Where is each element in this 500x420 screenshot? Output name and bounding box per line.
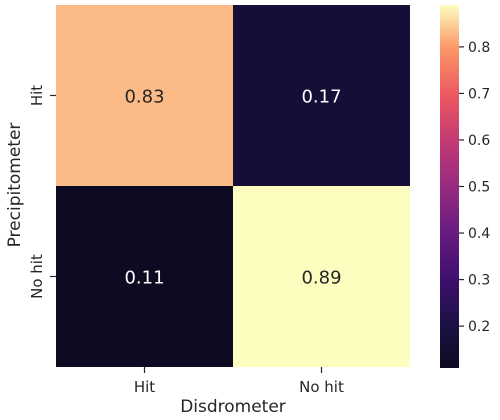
x-tick-label: Hit — [134, 378, 155, 396]
colorbar-tick-label: 0.4 — [468, 226, 490, 242]
heatmap-cell-r1-c1 — [233, 186, 410, 367]
heatmap-cells — [56, 5, 410, 367]
y-axis: Hit No hit — [28, 85, 56, 299]
heatmap-cell-r1-c0 — [56, 186, 233, 367]
colorbar-tick-label: 0.2 — [468, 319, 490, 335]
colorbar-tick-label: 0.5 — [468, 180, 490, 196]
x-axis-label: Disdrometer — [180, 397, 286, 417]
colorbar-ticks: 0.2 0.3 0.4 0.5 0.6 0.7 0.8 — [459, 40, 490, 335]
cell-value-label: 0.11 — [124, 268, 164, 289]
cell-value-label: 0.17 — [301, 87, 341, 108]
heatmap-cell-r0-c0 — [56, 5, 233, 186]
heatmap-cell-r0-c1 — [233, 5, 410, 186]
colorbar-tick-label: 0.6 — [468, 133, 490, 149]
colorbar-tick-label: 0.8 — [468, 40, 490, 56]
y-tick-label: Hit — [28, 85, 46, 106]
colorbar-tick-label: 0.7 — [468, 86, 490, 102]
x-tick-label: No hit — [299, 378, 344, 396]
heatmap-cell-labels: 0.83 0.17 0.11 0.89 — [124, 87, 341, 289]
y-tick-label: No hit — [28, 254, 46, 299]
x-axis: Hit No hit — [134, 367, 344, 396]
y-axis-label: Precipitometer — [5, 123, 25, 248]
cell-value-label: 0.83 — [124, 87, 164, 108]
colorbar-tick-label: 0.3 — [468, 273, 490, 289]
cell-value-label: 0.89 — [301, 268, 341, 289]
colorbar — [440, 5, 459, 368]
